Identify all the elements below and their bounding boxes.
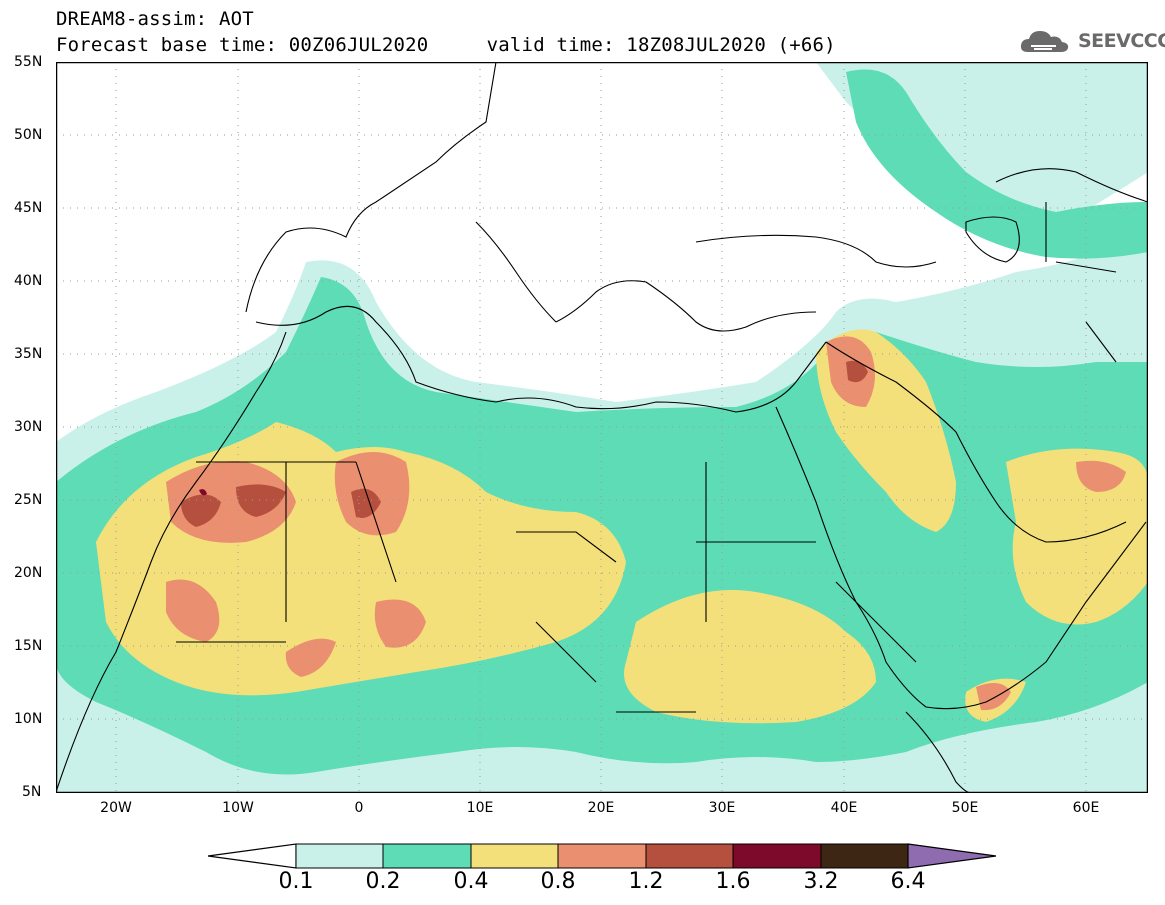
lat-label: 5N: [22, 784, 42, 800]
lat-label: 55N: [14, 54, 43, 70]
lat-label: 50N: [14, 127, 43, 143]
colorbar-label: 0.1: [278, 869, 314, 894]
brand-logo: SEEVCCC: [1018, 26, 1165, 56]
cloud-logo-icon: [1020, 31, 1069, 52]
grid-lines: [56, 62, 1148, 793]
lat-label: 45N: [14, 200, 43, 216]
lon-label: 60E: [1072, 800, 1100, 816]
lon-label: 20E: [587, 800, 615, 816]
lat-label: 20N: [14, 565, 43, 581]
colorbar-label: 6.4: [890, 869, 926, 894]
colorbar-segment: [470, 843, 559, 869]
colorbar-high-arrow: [907, 843, 997, 869]
aot-level-1.6: [199, 489, 207, 496]
forecast-time-line: Forecast base time: 00Z06JUL2020 valid t…: [56, 34, 836, 56]
colorbar-segment: [557, 843, 647, 869]
map-canvas: [55, 61, 1149, 794]
aot-map: [55, 61, 1149, 794]
lat-label: 40N: [14, 273, 43, 289]
lon-label: 40E: [830, 800, 858, 816]
coastlines: [55, 61, 1149, 794]
colorbar-segment: [382, 843, 472, 869]
map-frame: [55, 61, 1149, 794]
lon-label: 10W: [222, 800, 254, 816]
colorbar-low-arrow: [208, 843, 297, 869]
lat-label: 10N: [14, 711, 43, 727]
map-title: DREAM8-assim: AOT: [56, 8, 254, 30]
colorbar-label: 1.2: [628, 869, 664, 894]
lat-label: 30N: [14, 419, 43, 435]
lon-label: 10E: [466, 800, 494, 816]
colorbar-segment: [820, 843, 909, 869]
colorbar-label: 0.2: [365, 869, 401, 894]
aot-level-1.2: [181, 494, 221, 527]
lat-label: 25N: [14, 492, 43, 508]
brand-name: SEEVCCC: [1078, 30, 1165, 52]
colorbar-segment: [645, 843, 734, 869]
lat-label: 35N: [14, 346, 43, 362]
lon-label: 50E: [951, 800, 979, 816]
colorbar-segment: [295, 843, 384, 869]
aot-colorbar: [208, 843, 997, 869]
colorbar-label: 3.2: [803, 869, 839, 894]
lon-label: 0: [354, 800, 364, 816]
colorbar-label: 0.4: [453, 869, 489, 894]
aot-field: [56, 62, 1148, 793]
lat-label: 15N: [14, 638, 43, 654]
lon-label: 20W: [100, 800, 132, 816]
colorbar-label: 1.6: [715, 869, 751, 894]
colorbar-segment: [732, 843, 822, 869]
lon-label: 30E: [708, 800, 736, 816]
colorbar-label: 0.8: [540, 869, 576, 894]
